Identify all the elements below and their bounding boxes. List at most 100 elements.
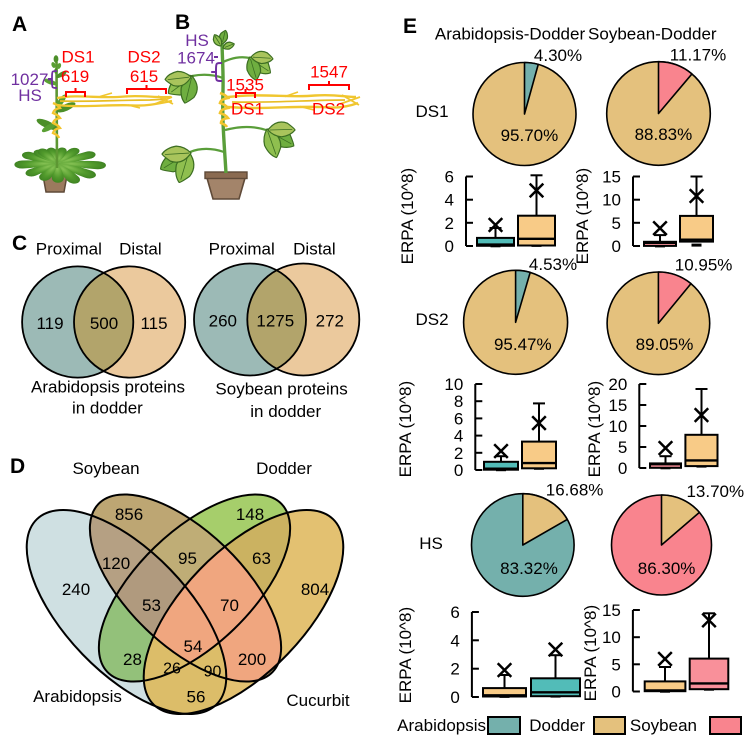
svg-text:56: 56 (187, 688, 206, 707)
svg-text:Arabidopsis proteins: Arabidopsis proteins (31, 378, 185, 397)
svg-text:5: 5 (618, 438, 627, 457)
svg-text:95.70%: 95.70% (501, 126, 559, 145)
svg-text:804: 804 (301, 580, 329, 599)
svg-text:Dodder: Dodder (529, 716, 585, 735)
svg-text:15: 15 (602, 167, 621, 186)
svg-text:1275: 1275 (256, 312, 294, 331)
svg-text:4.30%: 4.30% (534, 46, 582, 65)
svg-text:1535: 1535 (226, 76, 264, 95)
svg-text:D: D (10, 455, 25, 478)
svg-text:B: B (175, 11, 190, 34)
svg-text:Proximal: Proximal (36, 240, 102, 259)
svg-text:ERPA (10^8): ERPA (10^8) (581, 605, 600, 701)
svg-text:DS2: DS2 (127, 48, 160, 67)
svg-text:DS1: DS1 (61, 48, 94, 67)
svg-text:70: 70 (220, 596, 239, 615)
svg-text:Distal: Distal (119, 240, 162, 259)
svg-text:DS2: DS2 (415, 310, 448, 329)
svg-text:0: 0 (612, 237, 621, 256)
svg-text:10: 10 (602, 191, 621, 210)
svg-text:89.05%: 89.05% (636, 335, 694, 354)
svg-text:83.32%: 83.32% (500, 559, 558, 578)
svg-text:5: 5 (611, 655, 620, 674)
svg-text:Proximal: Proximal (209, 240, 275, 259)
svg-text:10.95%: 10.95% (675, 256, 733, 275)
svg-text:10: 10 (444, 375, 463, 394)
svg-text:26: 26 (163, 661, 181, 678)
svg-text:10: 10 (608, 417, 627, 436)
svg-text:16.68%: 16.68% (546, 481, 604, 500)
svg-text:15: 15 (602, 601, 621, 620)
svg-text:1674: 1674 (177, 49, 215, 68)
svg-text:0: 0 (618, 459, 627, 478)
svg-text:HS: HS (18, 86, 42, 105)
svg-text:1547: 1547 (310, 63, 348, 82)
svg-text:Arabidopsis: Arabidopsis (397, 716, 486, 735)
svg-text:ERPA (10^8): ERPA (10^8) (396, 381, 415, 477)
svg-text:Soybean: Soybean (630, 716, 697, 735)
svg-text:Soybean: Soybean (72, 459, 139, 478)
svg-text:DS1: DS1 (415, 102, 448, 121)
svg-text:Cucurbit: Cucurbit (286, 691, 350, 710)
svg-text:HS: HS (419, 534, 443, 553)
svg-text:HS: HS (185, 31, 209, 50)
svg-text:63: 63 (252, 549, 271, 568)
svg-text:E: E (403, 15, 417, 38)
svg-text:856: 856 (115, 505, 143, 524)
svg-text:DS1: DS1 (231, 100, 264, 119)
svg-text:Soybean proteins: Soybean proteins (215, 380, 347, 399)
svg-text:Arabidopsis: Arabidopsis (33, 687, 122, 706)
svg-text:20: 20 (608, 375, 627, 394)
svg-text:615: 615 (130, 67, 158, 86)
svg-text:272: 272 (316, 312, 344, 331)
svg-text:ERPA (10^8): ERPA (10^8) (396, 607, 415, 703)
svg-text:88.83%: 88.83% (635, 125, 693, 144)
svg-text:11.17%: 11.17% (670, 46, 726, 65)
svg-text:6: 6 (445, 167, 454, 186)
svg-text:240: 240 (62, 580, 90, 599)
svg-text:C: C (12, 232, 27, 255)
svg-text:54: 54 (184, 637, 203, 656)
svg-text:ERPA (10^8): ERPA (10^8) (398, 168, 417, 264)
svg-text:500: 500 (90, 314, 118, 333)
svg-text:28: 28 (123, 650, 142, 669)
svg-text:0: 0 (445, 237, 454, 256)
svg-text:Dodder: Dodder (256, 459, 312, 478)
svg-text:13.70%: 13.70% (686, 482, 744, 501)
svg-text:ERPA (10^8): ERPA (10^8) (573, 168, 592, 264)
svg-text:86.30%: 86.30% (638, 559, 696, 578)
svg-text:120: 120 (102, 554, 130, 573)
svg-text:in dodder: in dodder (72, 399, 143, 418)
svg-text:4: 4 (454, 427, 463, 446)
svg-text:DS2: DS2 (312, 100, 345, 119)
svg-text:8: 8 (454, 392, 463, 411)
svg-text:Arabidopsis-Dodder: Arabidopsis-Dodder (435, 25, 586, 44)
svg-text:2: 2 (450, 660, 459, 679)
svg-text:260: 260 (209, 312, 237, 331)
svg-text:1027: 1027 (11, 70, 49, 89)
svg-text:4: 4 (450, 631, 459, 650)
svg-text:2: 2 (445, 214, 454, 233)
svg-text:5: 5 (612, 214, 621, 233)
svg-text:90: 90 (204, 664, 222, 681)
svg-text:115: 115 (140, 314, 167, 333)
svg-text:Soybean-Dodder: Soybean-Dodder (588, 25, 717, 44)
svg-text:119: 119 (36, 314, 63, 333)
svg-text:ERPA (10^8): ERPA (10^8) (585, 381, 604, 477)
svg-text:0: 0 (450, 688, 459, 707)
svg-text:6: 6 (450, 603, 459, 622)
svg-text:in dodder: in dodder (250, 402, 321, 421)
svg-text:95.47%: 95.47% (494, 335, 552, 354)
svg-text:0: 0 (611, 683, 620, 702)
svg-text:10: 10 (602, 628, 621, 647)
svg-text:2: 2 (454, 444, 463, 463)
svg-text:4.53%: 4.53% (529, 255, 577, 274)
svg-text:148: 148 (236, 505, 264, 524)
svg-text:15: 15 (608, 396, 627, 415)
svg-text:200: 200 (238, 650, 266, 669)
svg-text:0: 0 (454, 461, 463, 480)
svg-text:4: 4 (445, 191, 454, 210)
svg-text:6: 6 (454, 409, 463, 428)
svg-text:619: 619 (61, 67, 89, 86)
svg-text:A: A (12, 13, 27, 36)
